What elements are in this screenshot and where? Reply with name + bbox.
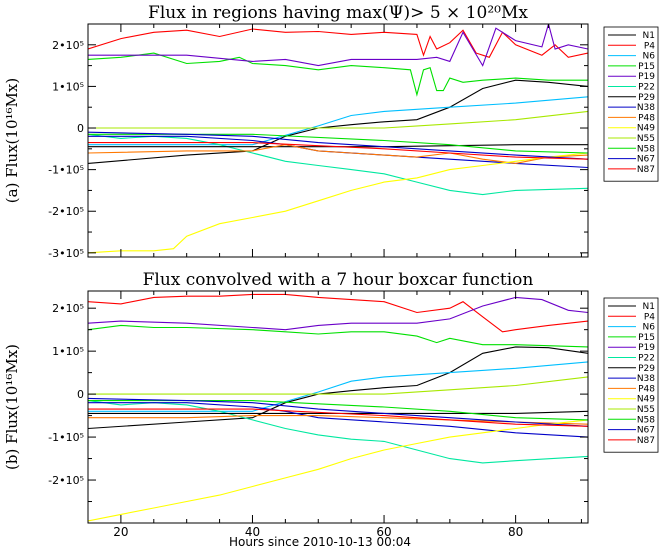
legend-label-p19: P19 xyxy=(638,343,655,353)
series-group xyxy=(88,24,588,254)
chart-title: Flux in regions having max(Ψ)> 5 × 10²⁰M… xyxy=(148,3,528,23)
series-line-p19 xyxy=(88,24,588,67)
series-line-p15 xyxy=(88,324,588,348)
legend-label-n87: N87 xyxy=(637,165,655,175)
series-line-n87 xyxy=(88,142,588,160)
panel-a: Flux in regions having max(Ψ)> 5 × 10²⁰M… xyxy=(3,3,659,260)
y-tick-label: 2•10⁵ xyxy=(52,39,84,52)
legend-box xyxy=(603,297,659,453)
y-tick-label: -2•10⁵ xyxy=(48,474,84,487)
series-line-n55 xyxy=(88,376,588,395)
x-tick-label: 60 xyxy=(376,525,391,539)
y-tick-label: -1•10⁵ xyxy=(48,431,84,444)
legend-label-n6: N6 xyxy=(643,52,656,62)
series-line-p48 xyxy=(88,415,588,425)
series-line-p15 xyxy=(88,52,588,97)
x-tick-label: 20 xyxy=(113,525,128,539)
series-line-p19 xyxy=(88,296,588,331)
legend-label-p19: P19 xyxy=(638,72,655,82)
series-line-p4 xyxy=(88,28,588,58)
legend-label-n67: N67 xyxy=(637,426,655,436)
legend-label-p22: P22 xyxy=(638,354,655,364)
y-tick-label: -3•10⁵ xyxy=(48,247,84,260)
legend-label-p4: P4 xyxy=(644,41,655,51)
y-tick-label: -2•10⁵ xyxy=(48,205,84,218)
series-line-p4 xyxy=(88,293,588,333)
legend-label-n58: N58 xyxy=(637,144,655,154)
series-line-n6 xyxy=(88,361,588,412)
series-line-n87 xyxy=(88,408,588,427)
legend-label-p48: P48 xyxy=(638,384,655,394)
legend-label-n38: N38 xyxy=(637,374,655,384)
series-line-n67 xyxy=(88,397,588,427)
legend-label-p22: P22 xyxy=(638,83,655,93)
legend-label-p15: P15 xyxy=(638,333,655,343)
legend-label-p29: P29 xyxy=(638,364,655,374)
legend-label-n87: N87 xyxy=(637,436,655,446)
y-tick-label: 0 xyxy=(77,388,84,401)
legend-label-p15: P15 xyxy=(638,62,655,72)
panel-b: Flux convolved with a 7 hour boxcar func… xyxy=(3,270,659,539)
legend-label-n6: N6 xyxy=(643,323,656,333)
series-line-n49 xyxy=(88,419,588,522)
y-axis-label: (a) Flux(10¹⁶Mx) xyxy=(3,78,21,203)
legend-label-p29: P29 xyxy=(638,93,655,103)
legend-label-n1: N1 xyxy=(643,302,655,312)
y-tick-label: 2•10⁵ xyxy=(52,302,84,315)
series-group xyxy=(88,293,588,522)
series-line-n67 xyxy=(88,131,588,160)
chart-title: Flux convolved with a 7 hour boxcar func… xyxy=(143,270,534,290)
x-tick-label: 40 xyxy=(245,525,260,539)
legend-label-n1: N1 xyxy=(643,31,655,41)
series-line-n58 xyxy=(88,400,588,421)
legend-label-n55: N55 xyxy=(637,134,655,144)
x-axis-label: Hours since 2010-10-13 00:04 xyxy=(229,535,411,549)
series-line-p48 xyxy=(88,144,588,164)
legend-label-n49: N49 xyxy=(637,124,655,134)
legend-label-n67: N67 xyxy=(637,155,655,165)
series-line-n1 xyxy=(88,346,588,430)
series-line-n6 xyxy=(88,96,588,146)
legend-box xyxy=(603,26,659,182)
series-line-n49 xyxy=(88,152,588,254)
series-line-n55 xyxy=(88,110,588,129)
series-line-n58 xyxy=(88,133,588,154)
legend-label-p48: P48 xyxy=(638,113,655,123)
y-tick-label: 1•10⁵ xyxy=(52,80,84,93)
y-axis-label: (b) Flux(10¹⁶Mx) xyxy=(3,344,21,470)
y-tick-label: 1•10⁵ xyxy=(52,345,84,358)
series-line-n38 xyxy=(88,402,588,438)
x-tick-label: 80 xyxy=(508,525,523,539)
series-line-p22 xyxy=(88,133,588,196)
legend-label-p4: P4 xyxy=(644,312,655,322)
y-tick-label: -1•10⁵ xyxy=(48,164,84,177)
legend-label-n49: N49 xyxy=(637,395,655,405)
legend-label-n38: N38 xyxy=(637,103,655,113)
series-line-p22 xyxy=(88,400,588,464)
plot-frame xyxy=(87,23,589,258)
y-tick-label: 0 xyxy=(77,122,84,135)
plot-frame xyxy=(87,290,589,524)
legend-label-n55: N55 xyxy=(637,405,655,415)
legend-label-n58: N58 xyxy=(637,415,655,425)
